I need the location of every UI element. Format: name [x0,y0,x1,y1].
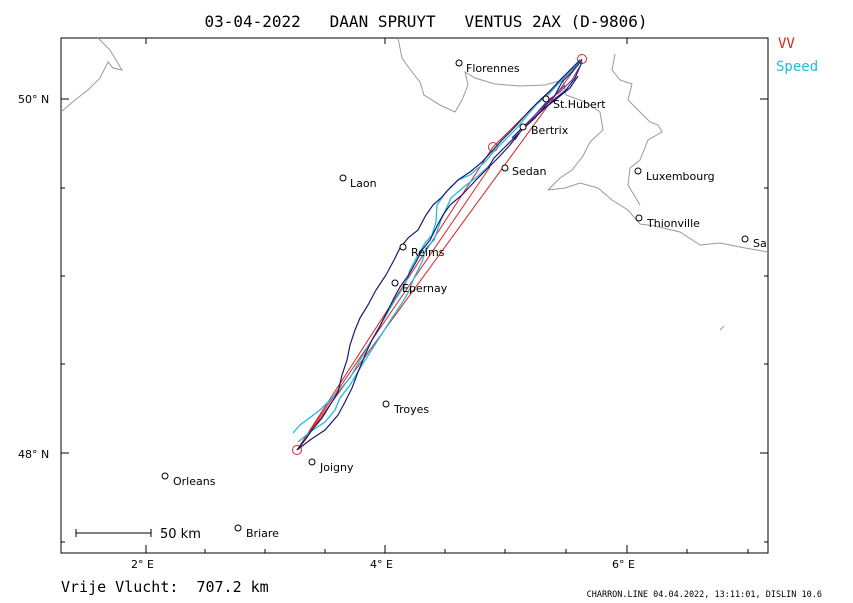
legend-speed: Speed [776,59,818,75]
city-label-sa: Sa [753,237,767,250]
city-label-sedan: Sedan [512,165,546,178]
city-label-thionville: Thionville [646,217,700,230]
city-labels: Florennes St.Hubert Bertrix Sedan Luxemb… [173,62,767,540]
city-label-joigny: Joigny [319,461,354,474]
city-markers [161,59,749,532]
scale-bar: 50 km [75,527,201,542]
distance-label: Vrije Vlucht: 707.2 km [61,578,269,596]
city-dot-joigny [308,458,316,466]
city-label-briare: Briare [246,527,279,540]
lon-label-4: 4° E [370,558,393,571]
city-dot-orleans [161,472,169,480]
city-label-sthubert: St.Hubert [553,98,606,111]
lat-label-48: 48° N [18,448,49,461]
legend-vv: VV [778,36,795,52]
minor-ticks [61,187,768,553]
lon-label-6: 6° E [612,558,635,571]
city-label-troyes: Troyes [393,403,429,416]
city-label-orleans: Orleans [173,475,216,488]
city-dot-briare [234,524,242,532]
city-label-florennes: Florennes [466,62,520,75]
frame-ticks [61,38,768,553]
footer-info: CHARRON.LINE 04.04.2022, 13:11:01, DISLI… [587,590,822,600]
turnpoint-north [577,54,587,64]
turnpoint-start [292,445,302,455]
city-dot-sthubert [542,95,550,103]
city-dot-luxembourg [634,167,642,175]
city-label-laon: Laon [350,177,377,190]
city-dot-reims [399,243,407,251]
country-borders [60,37,769,331]
map-frame [60,37,769,554]
city-dot-sedan [501,164,509,172]
axis-labels: 50° N 48° N 2° E 4° E 6° E [18,93,635,571]
city-label-reims: Reims [411,246,445,259]
city-dot-thionville [635,214,643,222]
city-dot-florennes [455,59,463,67]
map-title: 03-04-2022 DAAN SPRUYT VENTUS 2AX (D-980… [204,12,647,31]
flight-track [296,59,583,451]
lon-label-2: 2° E [131,558,154,571]
city-label-bertrix: Bertrix [531,124,569,137]
city-dot-troyes [382,400,390,408]
city-label-epernay: Epernay [402,282,448,295]
scale-label: 50 km [160,527,201,542]
city-dot-sa [741,235,749,243]
lat-label-50: 50° N [18,93,49,106]
speed-trace [292,59,582,443]
city-dot-bertrix [519,123,527,131]
city-dot-laon [339,174,347,182]
city-dot-epernay [391,279,399,287]
city-label-luxembourg: Luxembourg [646,170,715,183]
